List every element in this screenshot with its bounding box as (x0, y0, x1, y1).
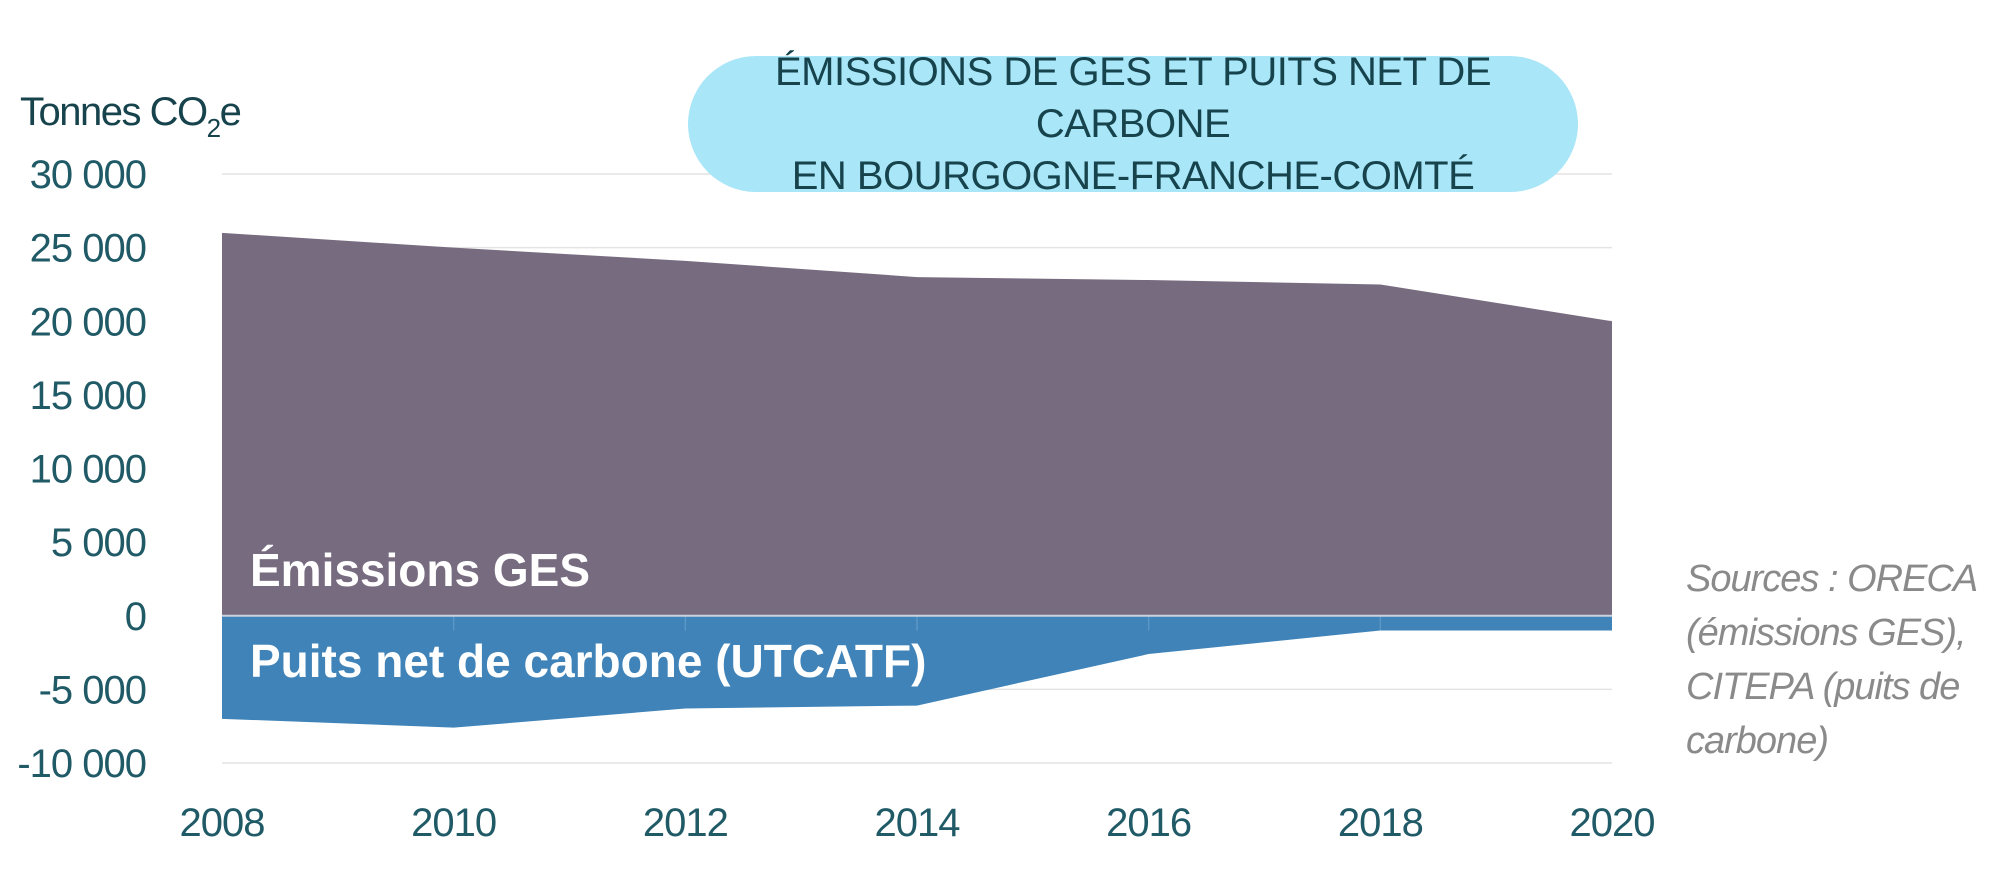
y-axis-ticks: 30 000 25 000 20 000 15 000 10 000 5 000 0 -5 0… (17, 153, 147, 786)
x-tick-label: 2010 (411, 801, 496, 845)
x-tick-label: 2014 (875, 801, 961, 845)
x-tick-label: 2008 (180, 801, 265, 845)
source-note: Sources : ORECA (émissions GES), CITEPA … (1686, 558, 1977, 762)
x-tick-label: 2020 (1570, 801, 1655, 845)
area-emissions (222, 232, 1612, 616)
y-axis-label-subscript: 2 (207, 113, 221, 143)
chart-title: ÉMISSIONS DE GES ET PUITS NET DE CARBONE… (688, 50, 1578, 198)
x-tick-label: 2016 (1106, 801, 1191, 845)
y-axis-label-suffix: e (220, 90, 241, 134)
y-tick-label: 15 000 (30, 374, 146, 418)
chart-title-line-2: EN BOURGOGNE-FRANCHE-COMTÉ (791, 154, 1475, 198)
y-tick-label: 10 000 (30, 448, 146, 492)
y-tick-label: 5 000 (51, 521, 146, 565)
series-label-emissions: Émissions GES (250, 544, 590, 596)
x-tick-label: 2012 (643, 801, 728, 845)
y-tick-label: -10 000 (17, 742, 146, 786)
x-axis-ticks: 2008 2010 2012 2014 2016 2018 2020 (180, 801, 1656, 845)
y-tick-label: 0 (125, 595, 146, 639)
area-series (222, 232, 1612, 728)
y-tick-label: 20 000 (30, 300, 146, 344)
y-tick-label: 30 000 (30, 153, 146, 197)
x-tick-label: 2018 (1338, 801, 1423, 845)
y-tick-label: 25 000 (30, 227, 146, 271)
y-axis-label-main: Tonnes CO (20, 90, 207, 134)
series-label-puits: Puits net de carbone (UTCATF) (250, 635, 926, 687)
area-puits (222, 615, 1612, 728)
y-axis-label: Tonnes CO2e (20, 90, 241, 143)
y-tick-label: -5 000 (39, 668, 146, 712)
chart-title-line-1: ÉMISSIONS DE GES ET PUITS NET DE CARBONE (774, 50, 1492, 146)
